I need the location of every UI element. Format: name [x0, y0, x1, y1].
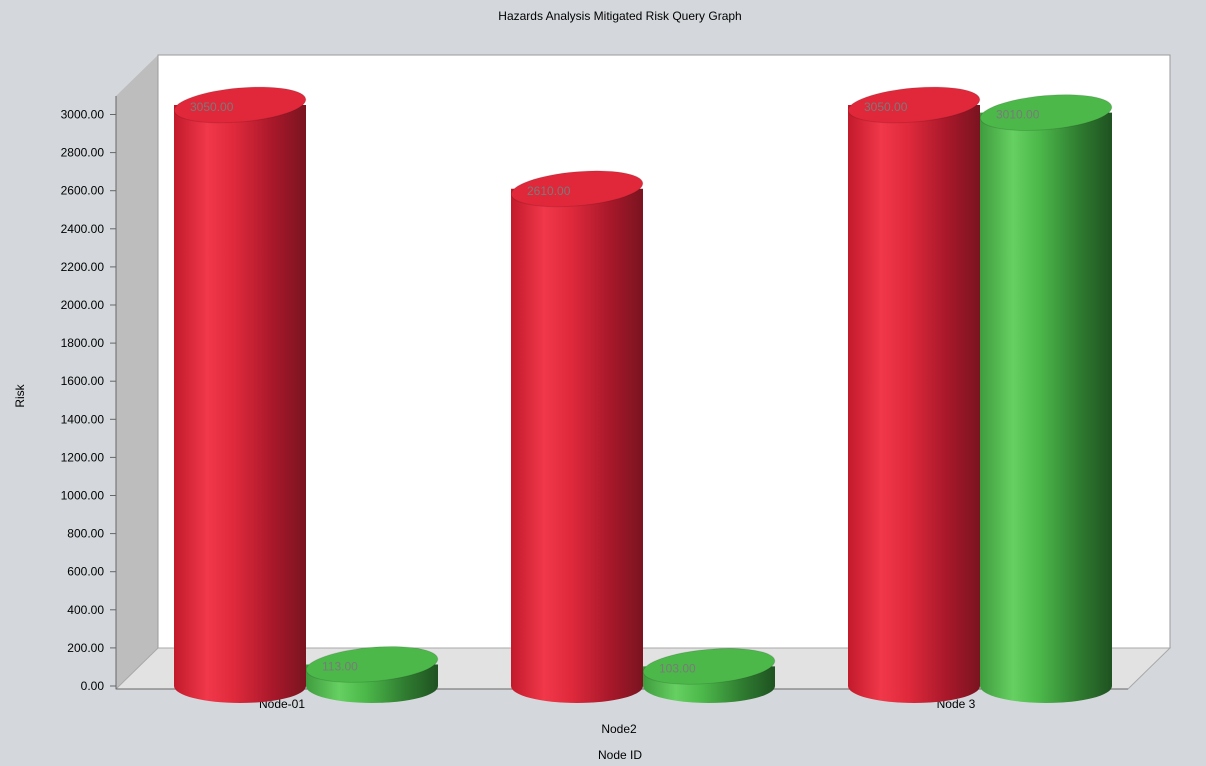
- bar: [642, 647, 776, 703]
- bar: [847, 86, 981, 704]
- bar: [173, 86, 307, 704]
- y-tick-label: 1600.00: [61, 374, 105, 388]
- x-axis-label: Node ID: [598, 748, 642, 762]
- y-tick-label: 1400.00: [61, 412, 105, 426]
- y-tick-label: 800.00: [67, 527, 104, 541]
- y-tick-label: 2400.00: [61, 222, 105, 236]
- y-tick-label: 400.00: [67, 603, 104, 617]
- data-label: 3050.00: [190, 100, 234, 114]
- data-label: 3050.00: [864, 100, 908, 114]
- data-label: 113.00: [322, 659, 358, 673]
- x-tick-label: Node2: [601, 722, 637, 736]
- left-wall: [116, 55, 158, 689]
- y-tick-label: 2600.00: [61, 184, 105, 198]
- y-tick-label: 200.00: [67, 641, 104, 655]
- bar: [510, 170, 644, 704]
- bar: [305, 646, 439, 703]
- y-tick-label: 2000.00: [61, 298, 105, 312]
- data-label: 103.00: [659, 661, 696, 675]
- y-tick-label: 2800.00: [61, 146, 105, 160]
- data-label: 2610.00: [527, 184, 571, 198]
- y-tick-label: 2200.00: [61, 260, 105, 274]
- y-tick-label: 3000.00: [61, 108, 105, 122]
- y-tick-label: 1000.00: [61, 489, 105, 503]
- data-label: 3010.00: [996, 108, 1040, 122]
- bar: [979, 94, 1113, 704]
- y-tick-label: 600.00: [67, 565, 104, 579]
- y-tick-label: 0.00: [81, 679, 105, 693]
- y-axis-ticks: 0.00 200.00 400.00 600.00 800.00 1000.00 1200.…: [61, 108, 116, 693]
- data-labels: 3050.00 113.00 2610.00 103.00 3050.00 3010.00: [190, 100, 1040, 675]
- chart-title: Hazards Analysis Mitigated Risk Query Gr…: [498, 9, 741, 23]
- bars: [173, 86, 1113, 704]
- y-tick-label: 1800.00: [61, 336, 105, 350]
- y-tick-label: 1200.00: [61, 450, 105, 464]
- y-axis-label: Risk: [13, 383, 27, 407]
